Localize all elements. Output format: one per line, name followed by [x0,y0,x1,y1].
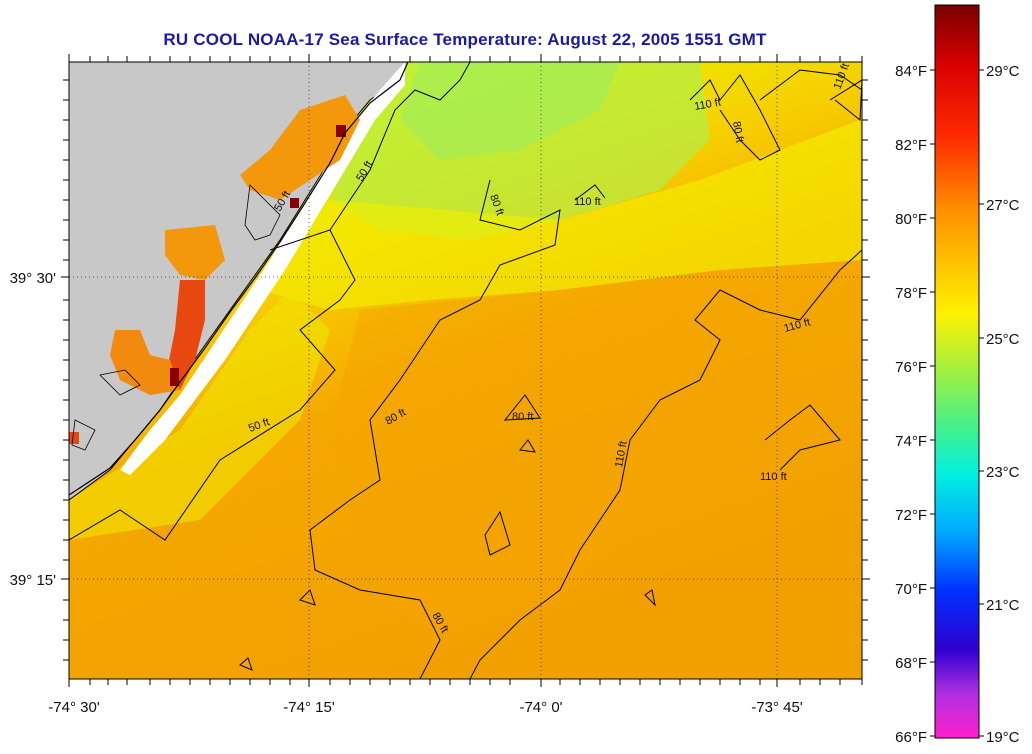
bay-warm-2 [165,225,225,280]
cbar-f-66: 66°F [895,729,927,746]
nearshore-yellow-strip [69,290,330,540]
cbar-c-19: 19°C [986,729,1020,746]
hot-pixel-4 [69,432,79,444]
lat-label-39-15: 39° 15' [10,572,57,589]
cbar-f-76: 76°F [895,359,927,376]
cbar-f-72: 72°F [895,507,927,524]
island-outline-3 [71,419,96,451]
cbar-c-21: 21°C [986,597,1020,614]
hot-pixel-3 [170,368,179,386]
contour-110ft-north [689,74,781,161]
contour-80ft-closed-3 [299,589,316,606]
no-data-coastal-strip [120,62,405,475]
contour-110ft-main [469,249,862,679]
contour-label-110ft-1: 110 ft [693,96,721,112]
hot-pixel-1 [336,125,346,137]
contour-110ft-closed-2 [764,404,841,471]
cbar-c-27: 27°C [986,197,1020,214]
contour-80ft-main [309,179,561,679]
colorbar: 84°F 82°F 80°F 78°F 76°F 74°F 72°F 70°F … [895,4,1020,746]
map-frame [68,61,863,680]
contour-80ft-closed-4 [239,657,253,671]
contour-110ft-closed-1 [484,510,511,556]
lat-label-39-30: 39° 30' [10,270,57,287]
cbar-f-70: 70°F [895,581,927,598]
cbar-f-80: 80°F [895,211,927,228]
contour-label-110ft-2: 110 ft [574,196,601,208]
warm-water-region [330,270,800,640]
bay-warm-3 [165,280,205,390]
island-outline-1 [244,184,281,241]
map-title: RU COOL NOAA-17 Sea Surface Temperature:… [163,30,767,49]
hot-pixel-2 [290,198,299,208]
colorbar-gradient [934,4,980,739]
cbar-f-84: 84°F [895,63,927,80]
coolest-water-region [400,62,620,160]
cbar-f-68: 68°F [895,655,927,672]
lon-label-74-0: -74° 0' [519,699,562,716]
axis-ticks [61,54,870,687]
cbar-f-82: 82°F [895,137,927,154]
contour-label-80ft-3: 80 ft [512,411,533,423]
bay-warm-4 [110,330,180,395]
island-outline-2 [99,369,141,396]
contour-80ft-closed-1 [503,394,541,421]
contour-110ft-small [574,184,606,201]
bay-warm-1 [240,95,360,200]
cbar-f-78: 78°F [895,285,927,302]
lon-label-74-15: -74° 15' [283,699,335,716]
cbar-c-29: 29°C [986,63,1020,80]
lon-label-73-45: -73° 45' [751,699,803,716]
cbar-c-25: 25°C [986,331,1020,348]
colorbar-ticks [930,69,984,737]
yellow-band [260,120,862,310]
contour-80ft-closed-2 [519,439,536,453]
coastline [69,62,409,496]
contour-110ft-closed-3 [644,589,656,607]
contour-50ft-north [269,62,471,251]
contour-label-110ft-6: 110 ft [760,471,787,483]
contour-110ft-ne [759,69,862,122]
cbar-c-23: 23°C [986,464,1020,481]
graticule [69,62,862,679]
lon-label-74-30: -74° 30' [48,699,100,716]
contour-50ft-south [69,229,356,541]
contour-label-110ft-5: 110 ft [613,440,629,468]
contour-label-80ft-5: 80 ft [730,120,746,143]
cbar-f-74: 74°F [895,433,927,450]
map-area [69,62,862,679]
